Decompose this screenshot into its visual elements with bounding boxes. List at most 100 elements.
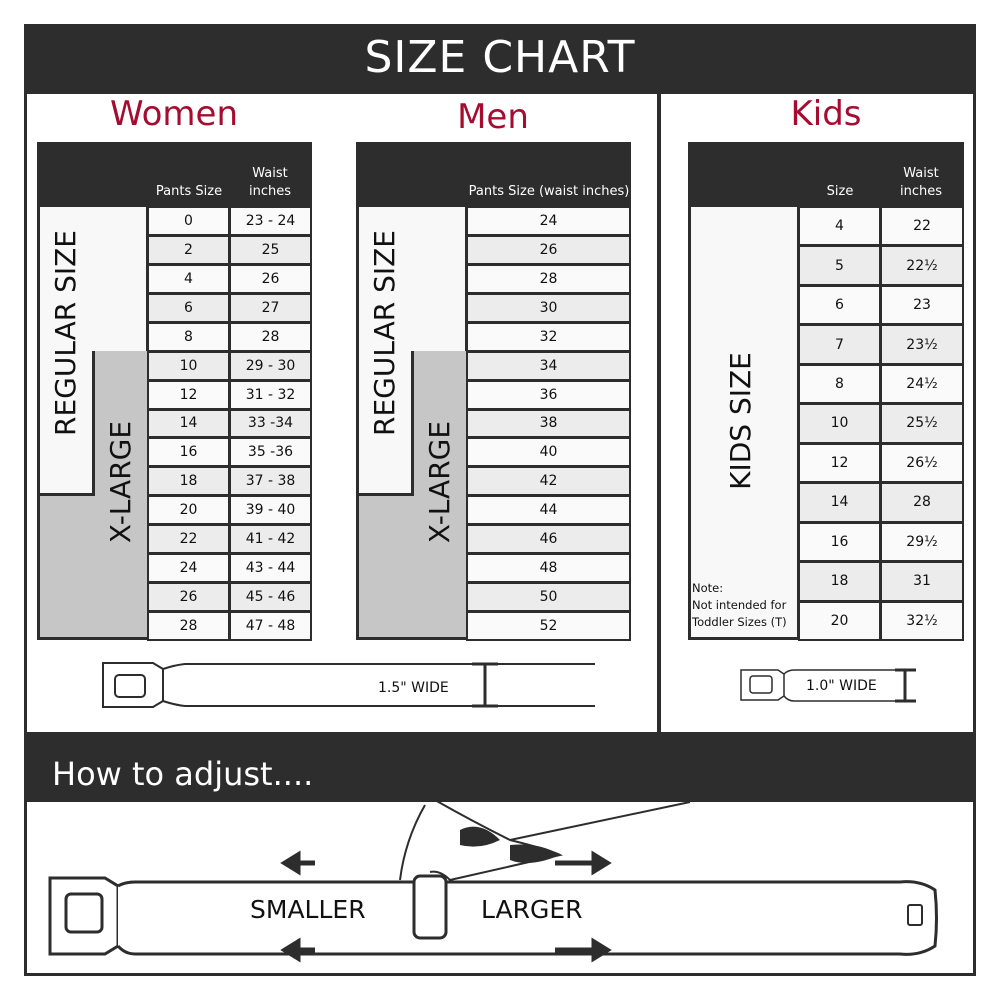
kids-col-size: Size [826,184,854,199]
men-region-border [356,493,414,496]
kids-row-cell: 24½ [880,363,964,405]
kids-row-cell: 4 [798,206,881,247]
women-row-cell: 22 [147,524,230,555]
men-row-cell: 46 [466,524,631,555]
kids-divider [657,94,661,732]
kids-note: Note: Not intended for Toddler Sizes (T) [692,580,787,631]
women-region-border [37,493,95,496]
kids-row-cell: 18 [798,561,881,602]
women-row-cell: 12 [147,379,230,410]
men-row-cell: 34 [466,350,631,381]
kids-row-cell: 22½ [880,245,964,286]
kids-row-cell: 26½ [880,442,964,484]
men-row-cell: 44 [466,495,631,526]
women-row-cell: 4 [147,263,230,294]
kids-row-cell: 31 [880,561,964,602]
women-row-cell: 8 [147,321,230,352]
kids-row-cell: 22 [880,206,964,247]
women-row-cell: 2 [147,234,230,265]
adult-belt-width: 1.5" WIDE [378,680,449,696]
women-table-header: Pants Size Waist inches [37,142,312,207]
note-line-2: Toddler Sizes (T) [692,615,787,629]
women-row-cell: 37 - 38 [229,466,312,497]
kids-belt-width: 1.0" WIDE [806,678,877,694]
women-row-cell: 45 - 46 [229,582,312,613]
women-row-cell: 41 - 42 [229,524,312,555]
women-row-cell: 47 - 48 [229,611,312,641]
men-row-cell: 26 [466,234,631,265]
note-line-1: Not intended for [692,598,787,612]
kids-row-cell: 14 [798,482,881,523]
smaller-label: SMALLER [250,895,366,924]
men-region-border [411,351,414,496]
women-regular-label: REGULAR SIZE [49,230,82,436]
men-regular-label: REGULAR SIZE [368,230,401,436]
kids-row-cell: 25½ [880,403,964,444]
kids-row-cell: 29½ [880,521,964,563]
men-row-cell: 48 [466,553,631,584]
women-row-cell: 39 - 40 [229,495,312,526]
women-xlarge-region-lower [40,494,148,637]
kids-col-waist: Waist inches [899,166,942,199]
kids-row-cell: 16 [798,521,881,563]
men-xlarge-label: X-LARGE [423,420,456,544]
kids-size-label: KIDS SIZE [724,352,757,490]
women-row-cell: 20 [147,495,230,526]
men-row-cell: 32 [466,321,631,352]
kids-heading: Kids [790,94,862,134]
men-row-cell: 50 [466,582,631,613]
women-row-cell: 26 [147,582,230,613]
larger-label: LARGER [481,895,583,924]
kids-row-cell: 12 [798,442,881,484]
kids-table-header: Size Waist inches [688,142,964,207]
women-xlarge-region [92,351,148,496]
men-xlarge-region-lower [359,494,467,637]
men-row-cell: 52 [466,611,631,641]
women-region-border [92,351,95,496]
women-row-cell: 28 [147,611,230,641]
women-row-cell: 23 - 24 [229,206,312,236]
kids-row-cell: 10 [798,403,881,444]
men-table-header: Pants Size (waist inches) [356,142,631,207]
note-title: Note: [692,581,724,595]
women-col-pants-size: Pants Size [155,184,223,199]
men-row-cell: 24 [466,206,631,236]
kids-row-cell: 6 [798,284,881,326]
kids-belt-illustration [740,668,916,703]
adjust-belt-illustration [48,800,938,963]
men-row-cell: 38 [466,408,631,439]
women-row-cell: 43 - 44 [229,553,312,584]
women-row-cell: 25 [229,234,312,265]
women-row-cell: 18 [147,466,230,497]
kids-row-cell: 28 [880,482,964,523]
men-col-pants-size: Pants Size (waist inches) [468,184,630,199]
women-row-cell: 35 -36 [229,437,312,468]
kids-row-cell: 5 [798,245,881,286]
women-row-cell: 28 [229,321,312,352]
women-row-cell: 31 - 32 [229,379,312,410]
kids-row-cell: 23½ [880,324,964,365]
men-row-cell: 28 [466,263,631,294]
kids-row-cell: 32½ [880,600,964,641]
men-row-cell: 42 [466,466,631,497]
women-row-cell: 29 - 30 [229,350,312,381]
kids-row-cell: 7 [798,324,881,365]
women-row-cell: 16 [147,437,230,468]
men-xlarge-region [411,351,467,496]
women-row-cell: 14 [147,408,230,439]
women-heading: Women [109,94,238,134]
women-row-cell: 26 [229,263,312,294]
men-row-cell: 40 [466,437,631,468]
adult-belt-illustration [102,662,595,708]
women-row-cell: 27 [229,292,312,323]
kids-row-cell: 20 [798,600,881,641]
women-row-cell: 24 [147,553,230,584]
men-row-cell: 30 [466,292,631,323]
men-heading: Men [457,97,529,137]
women-col-waist: Waist inches [248,166,291,199]
page-title: SIZE CHART [24,24,976,94]
women-xlarge-label: X-LARGE [104,420,137,544]
kids-row-cell: 23 [880,284,964,326]
women-row-cell: 33 -34 [229,408,312,439]
how-to-adjust-heading: How to adjust.... [24,732,976,802]
